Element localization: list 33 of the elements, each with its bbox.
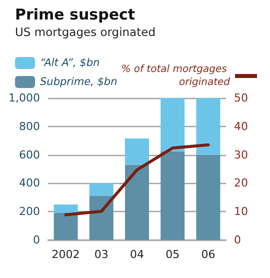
bar	[89, 183, 114, 196]
y2-tick-label: 10	[234, 205, 248, 218]
y2-tick-label: 0	[234, 234, 241, 246]
bar	[54, 204, 78, 214]
y-tick-label: 1,000	[8, 92, 40, 104]
bar	[125, 138, 149, 165]
x-tick-label: 2002	[52, 248, 80, 261]
bar	[160, 98, 185, 152]
bar	[196, 154, 220, 240]
y-tick-label: 200	[19, 205, 40, 218]
y2-tick-label: 50	[234, 92, 248, 104]
y-tick-label: 0	[33, 234, 40, 246]
text: % of total mortgages originated	[121, 64, 231, 88]
bar	[125, 164, 149, 240]
x-tick-label: 05	[166, 248, 180, 261]
bar	[160, 151, 185, 240]
chart-subtitle: US mortgages orginated	[15, 25, 156, 39]
y2-tick-label: 40	[234, 120, 248, 133]
chart-title: Prime suspect	[15, 6, 136, 24]
bar	[196, 98, 220, 155]
y-tick-label: 600	[19, 148, 40, 162]
x-tick-label: 04	[130, 248, 144, 261]
y2-tick-label: 30	[234, 148, 248, 162]
legend-label: “Alt A”, $bn	[40, 57, 100, 69]
legend-label: Subprime, $bn	[40, 76, 118, 88]
bar	[89, 196, 114, 240]
line-series	[64, 143, 210, 216]
x-tick-label: 06	[201, 248, 216, 261]
bar	[54, 213, 78, 240]
y2-tick-label: 20	[234, 176, 248, 190]
x-tick-label: 03	[94, 248, 108, 261]
y-tick-label: 800	[19, 120, 40, 133]
y-tick-label: 400	[19, 176, 40, 190]
